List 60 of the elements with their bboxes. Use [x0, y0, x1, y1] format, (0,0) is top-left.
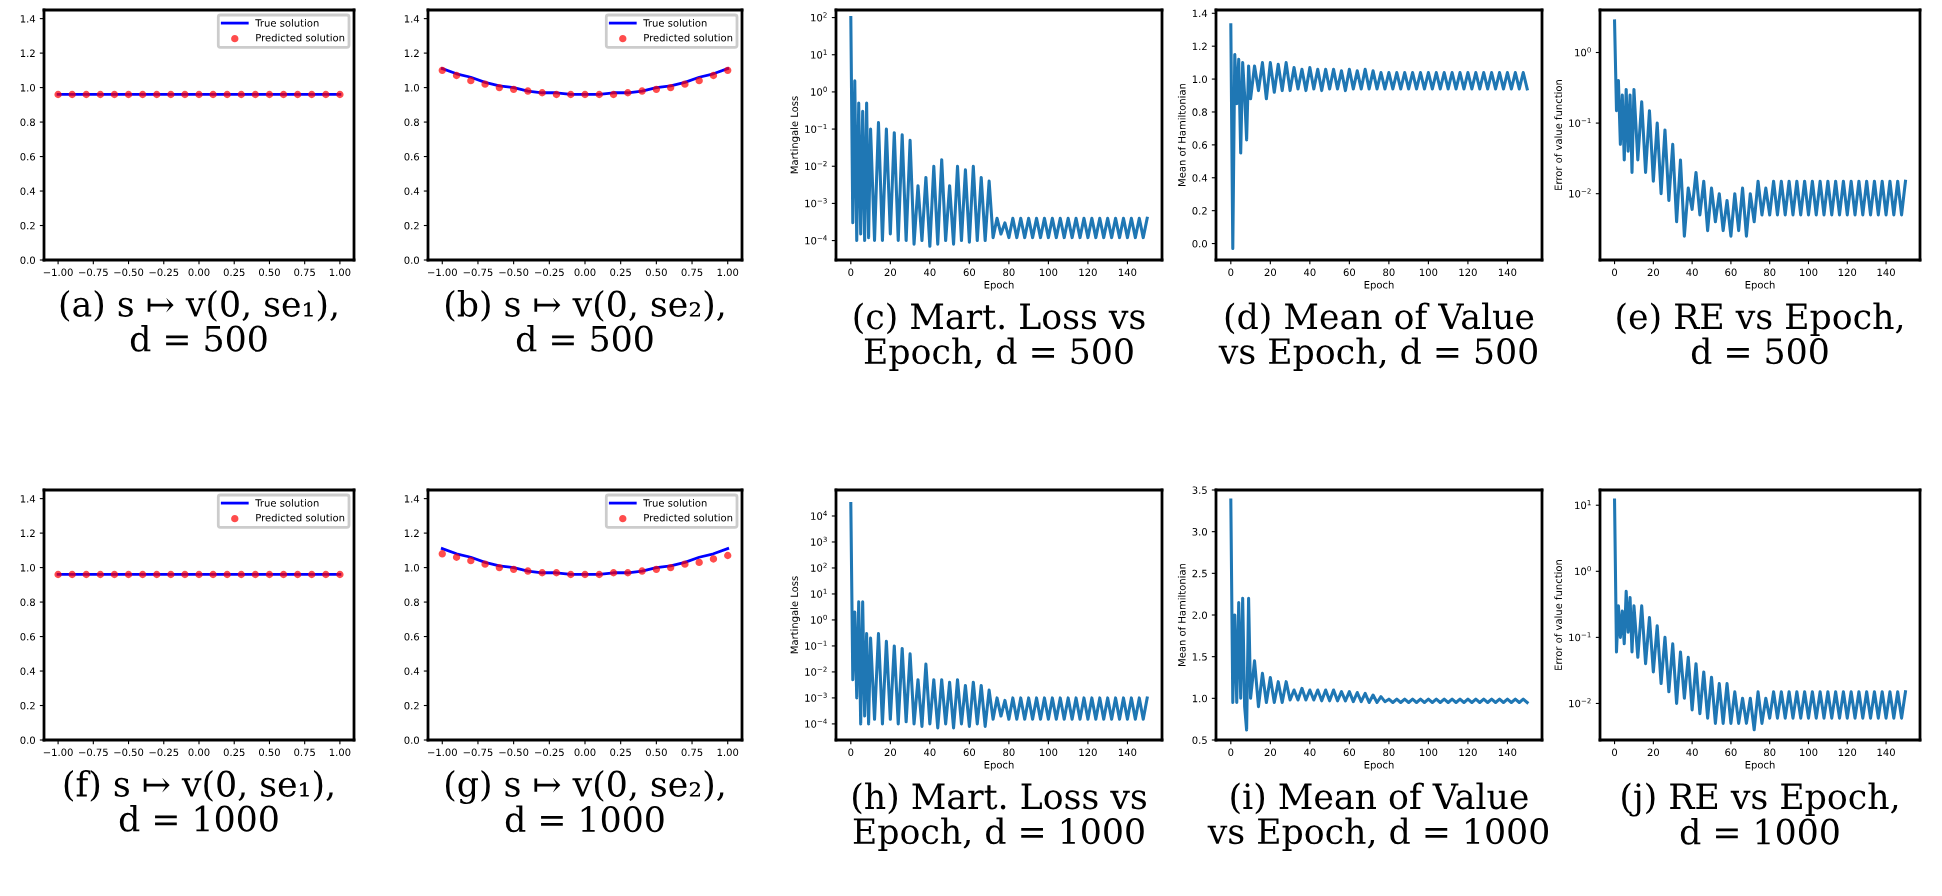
point [709, 71, 718, 80]
point [495, 563, 504, 572]
text: (c) Mart. Loss vs Epoch, d = 500 [854, 302, 1145, 372]
point [481, 80, 489, 88]
point [567, 90, 575, 99]
point [681, 560, 689, 568]
point [467, 77, 475, 85]
point [609, 569, 618, 577]
point [524, 567, 532, 575]
point [666, 563, 675, 572]
line-series [1613, 19, 1907, 238]
text: (i) Mean of Value vs Epoch, d = 1000 [1207, 782, 1548, 852]
point [652, 85, 661, 93]
point [581, 570, 589, 579]
line-series [440, 547, 730, 576]
point [638, 567, 646, 575]
point [695, 77, 703, 85]
line-series [1229, 23, 1529, 251]
line-series [1229, 498, 1529, 732]
point [452, 553, 461, 561]
line-series [440, 67, 730, 96]
text: (e) RE vs Epoch, d = 500 [1617, 302, 1903, 365]
point [452, 71, 461, 80]
point [624, 89, 632, 97]
point [552, 569, 561, 577]
text: (j) RE vs Epoch, d = 1000 [1622, 782, 1898, 845]
text: (b) s ↦ v(0, se₂), d = 500 [445, 290, 724, 352]
point [567, 570, 575, 579]
point [624, 569, 632, 577]
text: (f) s ↦ v(0, se₁), d = 1000 [64, 770, 333, 832]
text: (h) Mart. Loss vs Epoch, d = 1000 [853, 782, 1146, 852]
line-series [1613, 498, 1907, 732]
point [681, 80, 689, 88]
point [724, 66, 732, 75]
text: (a) s ↦ v(0, se₁), d = 500 [60, 290, 337, 352]
point [495, 83, 504, 92]
point [509, 85, 518, 93]
point [524, 87, 532, 95]
point [581, 90, 589, 99]
point [595, 570, 603, 579]
point [438, 550, 446, 558]
point [509, 565, 518, 573]
point [538, 569, 546, 577]
point [652, 565, 661, 573]
point [709, 555, 718, 563]
point [481, 560, 489, 568]
point [609, 90, 618, 99]
text: (g) s ↦ v(0, se₂), d = 1000 [445, 770, 724, 833]
point [538, 89, 546, 97]
point [595, 90, 603, 99]
line-series [849, 16, 1149, 248]
point [467, 557, 475, 565]
point [724, 551, 732, 560]
point [695, 558, 703, 567]
point [638, 87, 646, 95]
text: (d) Mean of Value vs Epoch, d = 500 [1218, 302, 1537, 372]
point [438, 66, 446, 75]
point [552, 90, 561, 99]
line-series [849, 502, 1149, 730]
point [666, 83, 675, 92]
